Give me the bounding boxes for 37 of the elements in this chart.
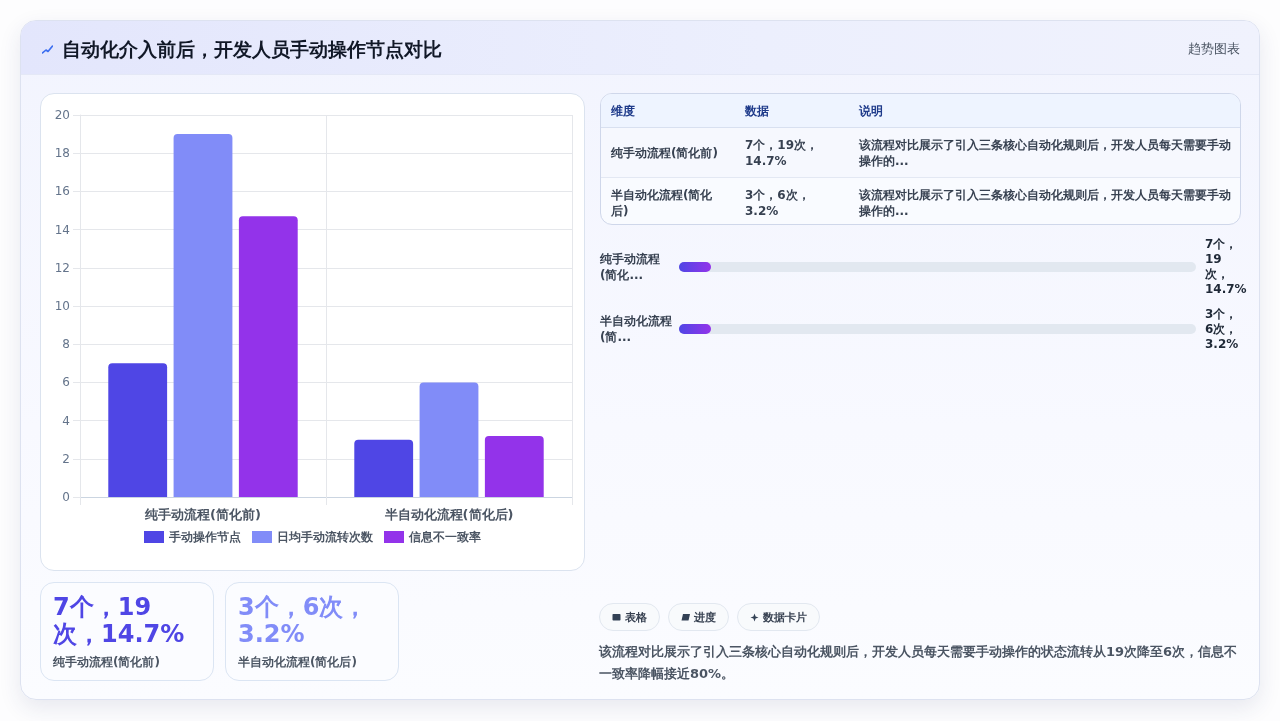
text: 7个，19次，14.7% — [745, 136, 820, 169]
text: 3个，6次，3.2% — [1205, 306, 1240, 352]
text: 半自动化流程(简... — [600, 313, 673, 345]
y-tick-label: 10 — [54, 299, 70, 313]
y-tick-label: 20 — [54, 108, 70, 122]
text: 说明 — [859, 102, 883, 119]
text: 3个，6次，3.2% — [238, 593, 369, 648]
text: 该流程对比展示了引入三条核心自动化规则后，开发人员每天需要手动操作的状态流转从19次降至6次，信息不一致率降幅接近80%。 — [599, 643, 1239, 683]
text: 趋势图表 — [1188, 40, 1240, 58]
text: 7个，19次，14.7% — [1205, 237, 1247, 297]
text: 3个，6次，3.2% — [745, 186, 811, 219]
legend-label: 日均手动流转次数 — [277, 530, 374, 544]
y-tick-label: 18 — [54, 146, 70, 161]
text: 半自动化流程(简化后) — [611, 186, 714, 219]
y-tick-label: 8 — [62, 337, 70, 352]
text: 表格 — [625, 609, 647, 625]
legend-label: 手动操作节点 — [168, 530, 241, 544]
y-tick-label: 12 — [54, 260, 70, 275]
text: 该流程对比展示了引入三条核心自动化规则后，开发人员每天需要手动操作的... — [859, 136, 1232, 169]
y-tick-label: 6 — [62, 375, 70, 390]
text: 进度 — [694, 609, 716, 625]
text: 自动化介入前后，开发人员手动操作节点对比 — [62, 37, 442, 62]
text: 半自动化流程(简化后) — [238, 654, 358, 670]
text: 纯手动流程(简化前) — [611, 144, 718, 161]
legend-label: 信息不一致率 — [408, 530, 481, 544]
text: 纯手动流程(简化... — [600, 251, 661, 283]
text: 7个，19次，14.7% — [53, 593, 186, 648]
text: 维度 — [611, 102, 635, 119]
y-tick-label: 2 — [62, 451, 70, 466]
y-tick-label: 14 — [54, 222, 70, 237]
y-tick-label: 0 — [62, 490, 70, 504]
y-tick-label: 4 — [62, 413, 70, 428]
text: 该流程对比展示了引入三条核心自动化规则后，开发人员每天需要手动操作的... — [859, 186, 1232, 219]
text: 数据 — [745, 102, 769, 119]
y-tick-label: 16 — [54, 184, 70, 199]
text: 纯手动流程(简化前) — [53, 654, 161, 670]
text: 数据卡片 — [763, 609, 807, 625]
